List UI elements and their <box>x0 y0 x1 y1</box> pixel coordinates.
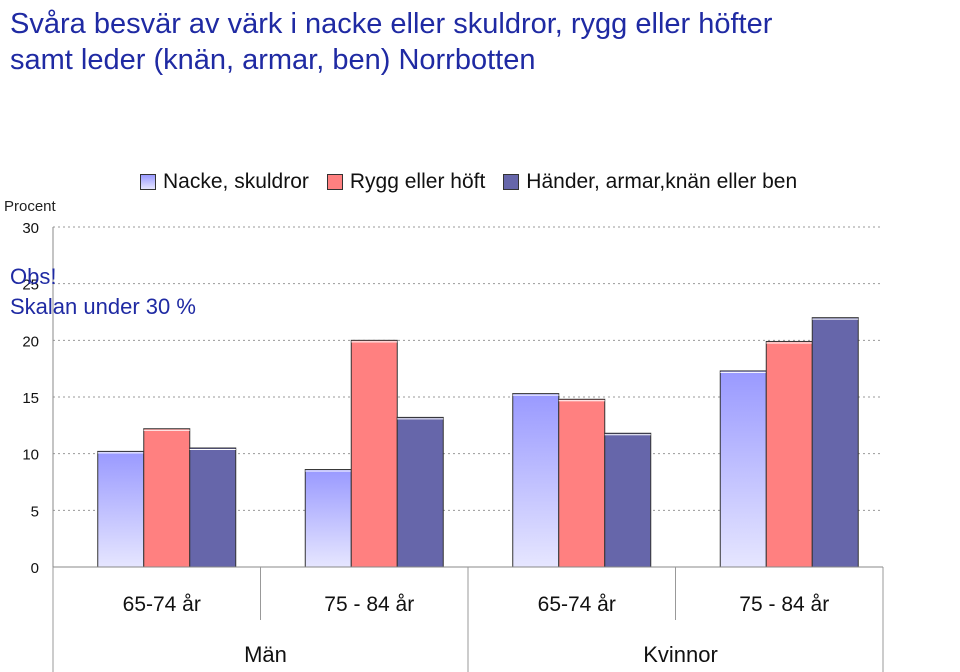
y-tick-label-10: 10 <box>22 447 39 464</box>
scale-note-line-1: Obs! <box>10 264 57 289</box>
bar-2-2 <box>350 339 398 568</box>
x-tick-label-1: 65-74 år <box>123 593 201 616</box>
y-tick-label-5: 5 <box>31 503 39 520</box>
group-label-1: Män <box>244 642 287 667</box>
y-tick-label-15: 15 <box>22 390 39 407</box>
bar-3-2 <box>396 416 444 568</box>
y-tick-label-30: 30 <box>22 220 39 237</box>
y-axis-label: Procent <box>4 198 56 215</box>
bar-1-1 <box>97 450 145 568</box>
chart-title-line-2: samt leder (knän, armar, ben) Norrbotten <box>10 44 536 76</box>
legend-item-3: Händer, armar,knän eller ben <box>503 170 797 194</box>
chart-title: Svåra besvär av värk i nacke eller skuld… <box>10 6 955 78</box>
legend-swatch-3 <box>503 174 520 190</box>
x-tick-label-2: 75 - 84 år <box>324 593 414 616</box>
chart-title-line-1: Svåra besvär av värk i nacke eller skuld… <box>10 8 773 40</box>
legend-swatch-1 <box>140 174 156 190</box>
legend-label-1: Nacke, skuldror <box>163 170 309 193</box>
bar-2-1 <box>143 428 191 568</box>
legend-item-2: Rygg eller höft <box>326 170 486 194</box>
bar-1-3 <box>512 393 560 568</box>
y-tick-label-20: 20 <box>22 333 39 350</box>
legend-swatch-2 <box>326 174 343 190</box>
legend: Nacke, skuldror Rygg eller höft Händer, … <box>140 168 815 196</box>
bar-3-3 <box>604 432 652 568</box>
x-tick-label-3: 65-74 år <box>538 593 616 616</box>
bar-1-4 <box>719 370 767 568</box>
y-tick-label-25: 25 <box>22 277 39 294</box>
bar-3-1 <box>189 447 237 568</box>
bar-1-2 <box>304 469 352 568</box>
y-tick-label-0: 0 <box>31 560 39 577</box>
bar-2-3 <box>558 398 606 568</box>
bar-3-4 <box>811 317 859 568</box>
legend-label-3: Händer, armar,knän eller ben <box>526 170 798 193</box>
group-label-2: Kvinnor <box>643 642 718 667</box>
x-tick-label-4: 75 - 84 år <box>739 593 829 616</box>
scale-note: Obs! Skalan under 30 % <box>10 262 196 322</box>
bar-2-4 <box>765 340 813 568</box>
scale-note-line-2: Skalan under 30 % <box>10 294 196 319</box>
legend-item-1: Nacke, skuldror <box>140 170 309 194</box>
legend-label-2: Rygg eller höft <box>349 170 486 193</box>
